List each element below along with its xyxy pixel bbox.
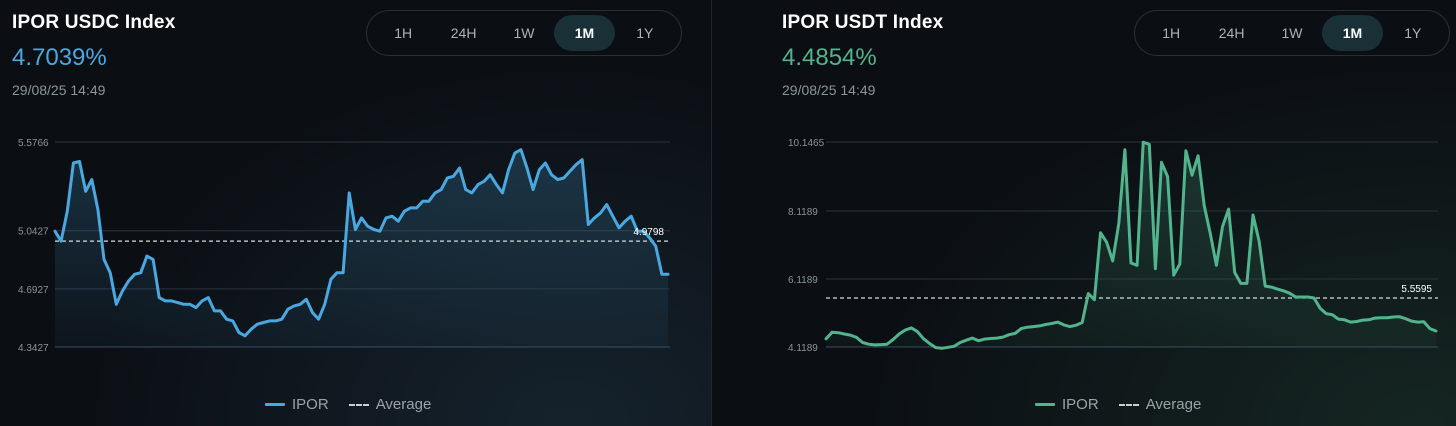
y-tick-label: 8.1189 bbox=[788, 207, 818, 218]
y-tick-label: 4.1189 bbox=[788, 343, 818, 354]
usdc-tab-1h[interactable]: 1H bbox=[394, 25, 413, 41]
usdc-tab-1m[interactable]: 1M bbox=[554, 15, 615, 51]
usdt-tab-24h[interactable]: 24H bbox=[1218, 25, 1245, 41]
panel-divider bbox=[711, 0, 712, 426]
usdc-tab-1y[interactable]: 1Y bbox=[636, 25, 654, 41]
y-tick-label: 5.0427 bbox=[18, 227, 49, 238]
y-tick-label: 10.1465 bbox=[788, 138, 825, 149]
usdc-tab-24h[interactable]: 24H bbox=[450, 25, 477, 41]
usdt-timestamp: 29/08/25 14:49 bbox=[782, 82, 876, 98]
legend-series-swatch bbox=[1035, 403, 1055, 406]
legend-series-label: IPOR bbox=[292, 396, 329, 413]
usdc-index-value: 4.7039% bbox=[12, 44, 107, 71]
usdc-tab-1w[interactable]: 1W bbox=[513, 25, 535, 41]
series-area-fill bbox=[55, 149, 668, 347]
legend-average-label: Average bbox=[1145, 396, 1202, 413]
y-tick-label: 4.6927 bbox=[18, 285, 49, 296]
legend-average-swatch bbox=[348, 403, 369, 406]
average-value-label: 4.9798 bbox=[633, 227, 664, 238]
usdt-panel-title: IPOR USDT Index bbox=[782, 12, 944, 33]
usdt-timeframe-tabs: 1H 24H 1W 1M 1Y bbox=[1134, 10, 1450, 56]
usdc-panel-title: IPOR USDC Index bbox=[12, 12, 176, 33]
usdt-tab-1m[interactable]: 1M bbox=[1322, 15, 1383, 51]
usdc-index-chart: 5.5766 5.0427 4.6927 4.3427 4.9798 bbox=[18, 138, 670, 354]
legend-average-label: Average bbox=[375, 396, 432, 413]
usdt-index-value: 4.4854% bbox=[782, 44, 877, 71]
usdt-tab-1h[interactable]: 1H bbox=[1162, 25, 1181, 41]
legend-series-label: IPOR bbox=[1062, 396, 1099, 413]
usdc-timestamp: 29/08/25 14:49 bbox=[12, 82, 106, 98]
usdc-index-panel: 5.5766 5.0427 4.6927 4.3427 4.9798 IPOR USDC… bbox=[0, 0, 711, 426]
legend-series-swatch bbox=[265, 403, 285, 406]
usdc-timeframe-tabs: 1H 24H 1W 1M 1Y bbox=[366, 10, 682, 56]
average-value-label: 5.5595 bbox=[1401, 284, 1432, 295]
y-tick-label: 4.3427 bbox=[18, 343, 49, 354]
series-line-ipor bbox=[53, 148, 670, 338]
usdt-index-chart: 10.1465 8.1189 6.1189 4.1189 5.5595 bbox=[788, 138, 1438, 354]
usdc-chart-legend: IPOR Average bbox=[265, 396, 431, 413]
series-line-ipor bbox=[824, 140, 1438, 350]
legend-average-swatch bbox=[1118, 403, 1139, 406]
usdt-chart-legend: IPOR Average bbox=[1035, 396, 1201, 413]
usdt-tab-1w[interactable]: 1W bbox=[1281, 25, 1303, 41]
usdt-tab-1y[interactable]: 1Y bbox=[1404, 25, 1422, 41]
y-tick-label: 5.5766 bbox=[18, 138, 49, 149]
series-area-fill bbox=[826, 142, 1436, 349]
y-tick-label: 6.1189 bbox=[788, 275, 818, 286]
usdt-index-panel: 10.1465 8.1189 6.1189 4.1189 5.5595 IPOR USD… bbox=[770, 0, 1456, 426]
